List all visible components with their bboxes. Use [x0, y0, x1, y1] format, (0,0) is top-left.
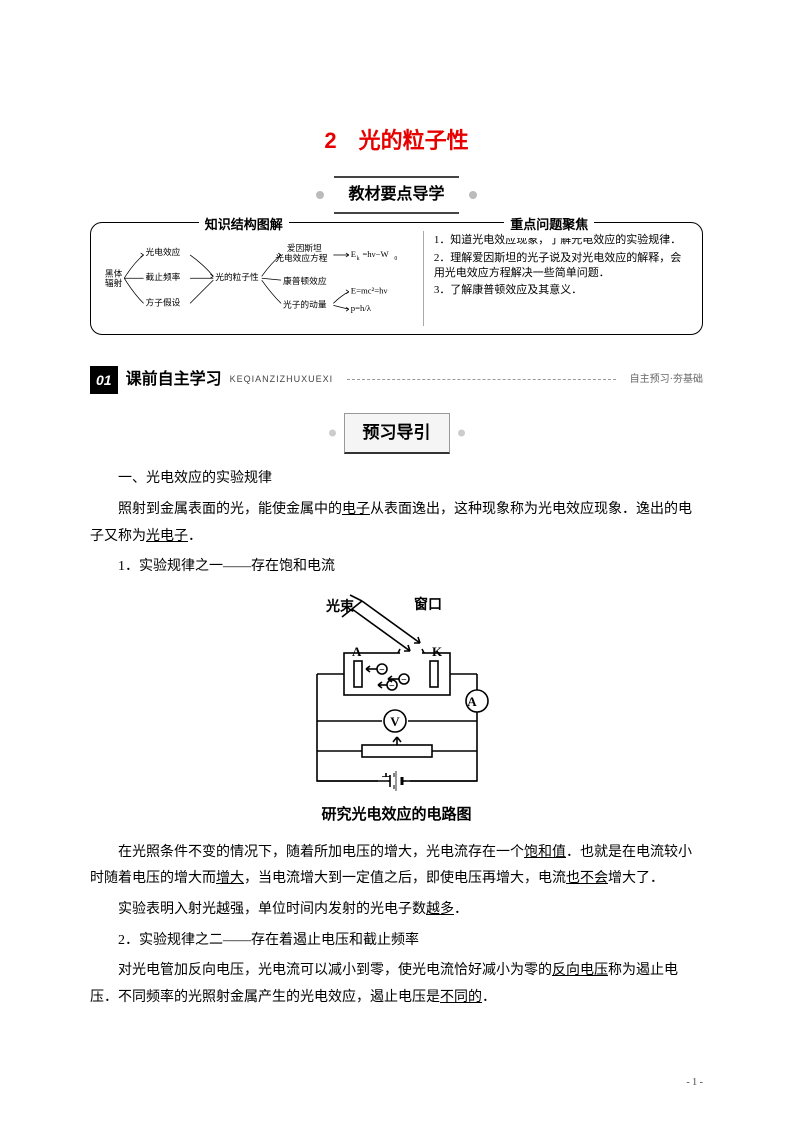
para-1: 照射到金属表面的光，能使金属中的电子从表面逸出，这种现象称为光电效应现象．逸出的… — [90, 497, 703, 550]
para-5: 2．实验规律之二——存在着遏止电压和截止频率 — [90, 928, 703, 955]
para-2: 1．实验规律之一——存在饱和电流 — [90, 554, 703, 581]
svg-text:p=h/λ: p=h/λ — [351, 303, 372, 313]
blank-5: 也不会 — [566, 871, 608, 886]
banner-key-points: 教材要点导学 — [90, 176, 703, 214]
svg-text:k: k — [357, 256, 360, 262]
p1a: 照射到金属表面的光，能使金属中的 — [118, 502, 342, 517]
blank-4: 增大 — [216, 871, 244, 886]
blank-7: 反向电压 — [552, 963, 608, 978]
svg-text:光电效应方程: 光电效应方程 — [275, 252, 328, 263]
section-01-divider — [347, 379, 616, 380]
svg-text:光子的动量: 光子的动量 — [283, 298, 327, 309]
blank-8: 不同的 — [440, 990, 482, 1005]
chapter-title: 2 光的粒子性 — [90, 120, 703, 162]
page-number: - 1 - — [686, 1073, 703, 1092]
svg-text:爱因斯坦: 爱因斯坦 — [287, 242, 322, 253]
svg-text:方子假设: 方子假设 — [146, 297, 181, 308]
p1c: ． — [188, 529, 202, 544]
svg-text:−: − — [379, 665, 385, 676]
p4b: ． — [454, 902, 468, 917]
svg-text:0: 0 — [394, 256, 397, 262]
svg-text:−: − — [401, 675, 407, 686]
svg-text:E=mc²=hν: E=mc²=hν — [351, 286, 388, 296]
p6c: ． — [482, 990, 496, 1005]
circuit-diagram: 光束 窗口 A K A V − − − 研究光电效应的电路图 — [90, 591, 703, 830]
section-01-right-note: 自主预习·夯基础 — [630, 370, 703, 389]
svg-text:A: A — [352, 644, 362, 659]
blank-3: 饱和值 — [524, 845, 566, 860]
svg-text:−: − — [389, 681, 395, 692]
svg-text:辐射: 辐射 — [105, 277, 123, 288]
outline-focus-points: 1．知道光电效应现象，了解光电效应的实验规律． 2．理解爱因斯坦的光子说及对光电… — [423, 231, 692, 325]
para-3: 在光照条件不变的情况下，随着所加电压的增大，光电流存在一个饱和值．也就是在电流较… — [90, 840, 703, 893]
section-01-pinyin: KEQIANZIZHUXUEXI — [230, 371, 334, 388]
label-window: 窗口 — [414, 596, 442, 613]
blank-1: 电子 — [342, 502, 370, 517]
label-beam: 光束 — [325, 598, 355, 615]
blank-6: 越多 — [426, 902, 454, 917]
svg-text:光电效应: 光电效应 — [146, 246, 181, 257]
para-4: 实验表明入射光越强，单位时间内发射的光电子数越多． — [90, 897, 703, 924]
svg-text:黑体: 黑体 — [105, 267, 123, 278]
preview-banner-text: 预习导引 — [344, 413, 450, 454]
outline-diagram: 黑体辐射 光电效应 截止频率 方子假设 光的粒子性 爱因斯坦 光电效应方程 康普… — [101, 231, 411, 325]
tag-01: 01 — [90, 366, 118, 395]
p3a: 在光照条件不变的情况下，随着所加电压的增大，光电流存在一个 — [118, 845, 524, 860]
outline-box: 知识结构图解 重点问题聚焦 黑体辐射 光电效应 截止频率 方子假设 光的粒子性 … — [90, 222, 703, 334]
section-01-header: 01 课前自主学习 KEQIANZIZHUXUEXI 自主预习·夯基础 — [90, 365, 703, 395]
outline-right-header: 重点问题聚焦 — [504, 213, 594, 238]
focus-point-2: 2．理解爱因斯坦的光子说及对光电效应的解释，会用光电效应方程解决一些简单问题． — [434, 251, 692, 282]
content-body: 一、光电效应的实验规律 照射到金属表面的光，能使金属中的电子从表面逸出，这种现象… — [90, 466, 703, 1011]
p3d: 增大了． — [608, 871, 664, 886]
section-01-title: 课前自主学习 — [126, 365, 222, 395]
svg-text:K: K — [432, 644, 443, 659]
p4a: 实验表明入射光越强，单位时间内发射的光电子数 — [118, 902, 426, 917]
banner-key-points-text: 教材要点导学 — [334, 176, 458, 214]
p3c: ，当电流增大到一定值之后，即使电压再增大，电流 — [244, 871, 566, 886]
svg-text:光的粒子性: 光的粒子性 — [215, 271, 259, 282]
svg-text:V: V — [390, 714, 400, 729]
svg-text:康普顿效应: 康普顿效应 — [283, 275, 327, 286]
p6a: 对光电管加反向电压，光电流可以减小到零，使光电流恰好减小为零的 — [118, 963, 552, 978]
para-6: 对光电管加反向电压，光电流可以减小到零，使光电流恰好减小为零的反向电压称为遏止电… — [90, 958, 703, 1011]
svg-text:截止频率: 截止频率 — [146, 271, 181, 282]
blank-2: 光电子 — [146, 529, 188, 544]
circuit-caption: 研究光电效应的电路图 — [90, 801, 703, 830]
focus-point-3: 3．了解康普顿效应及其意义． — [434, 283, 692, 298]
svg-text:=hν−W: =hν−W — [362, 249, 389, 259]
heading-1: 一、光电效应的实验规律 — [90, 466, 703, 493]
svg-text:E: E — [351, 249, 356, 259]
preview-banner: 预习导引 — [90, 413, 703, 454]
svg-text:A: A — [467, 694, 477, 709]
